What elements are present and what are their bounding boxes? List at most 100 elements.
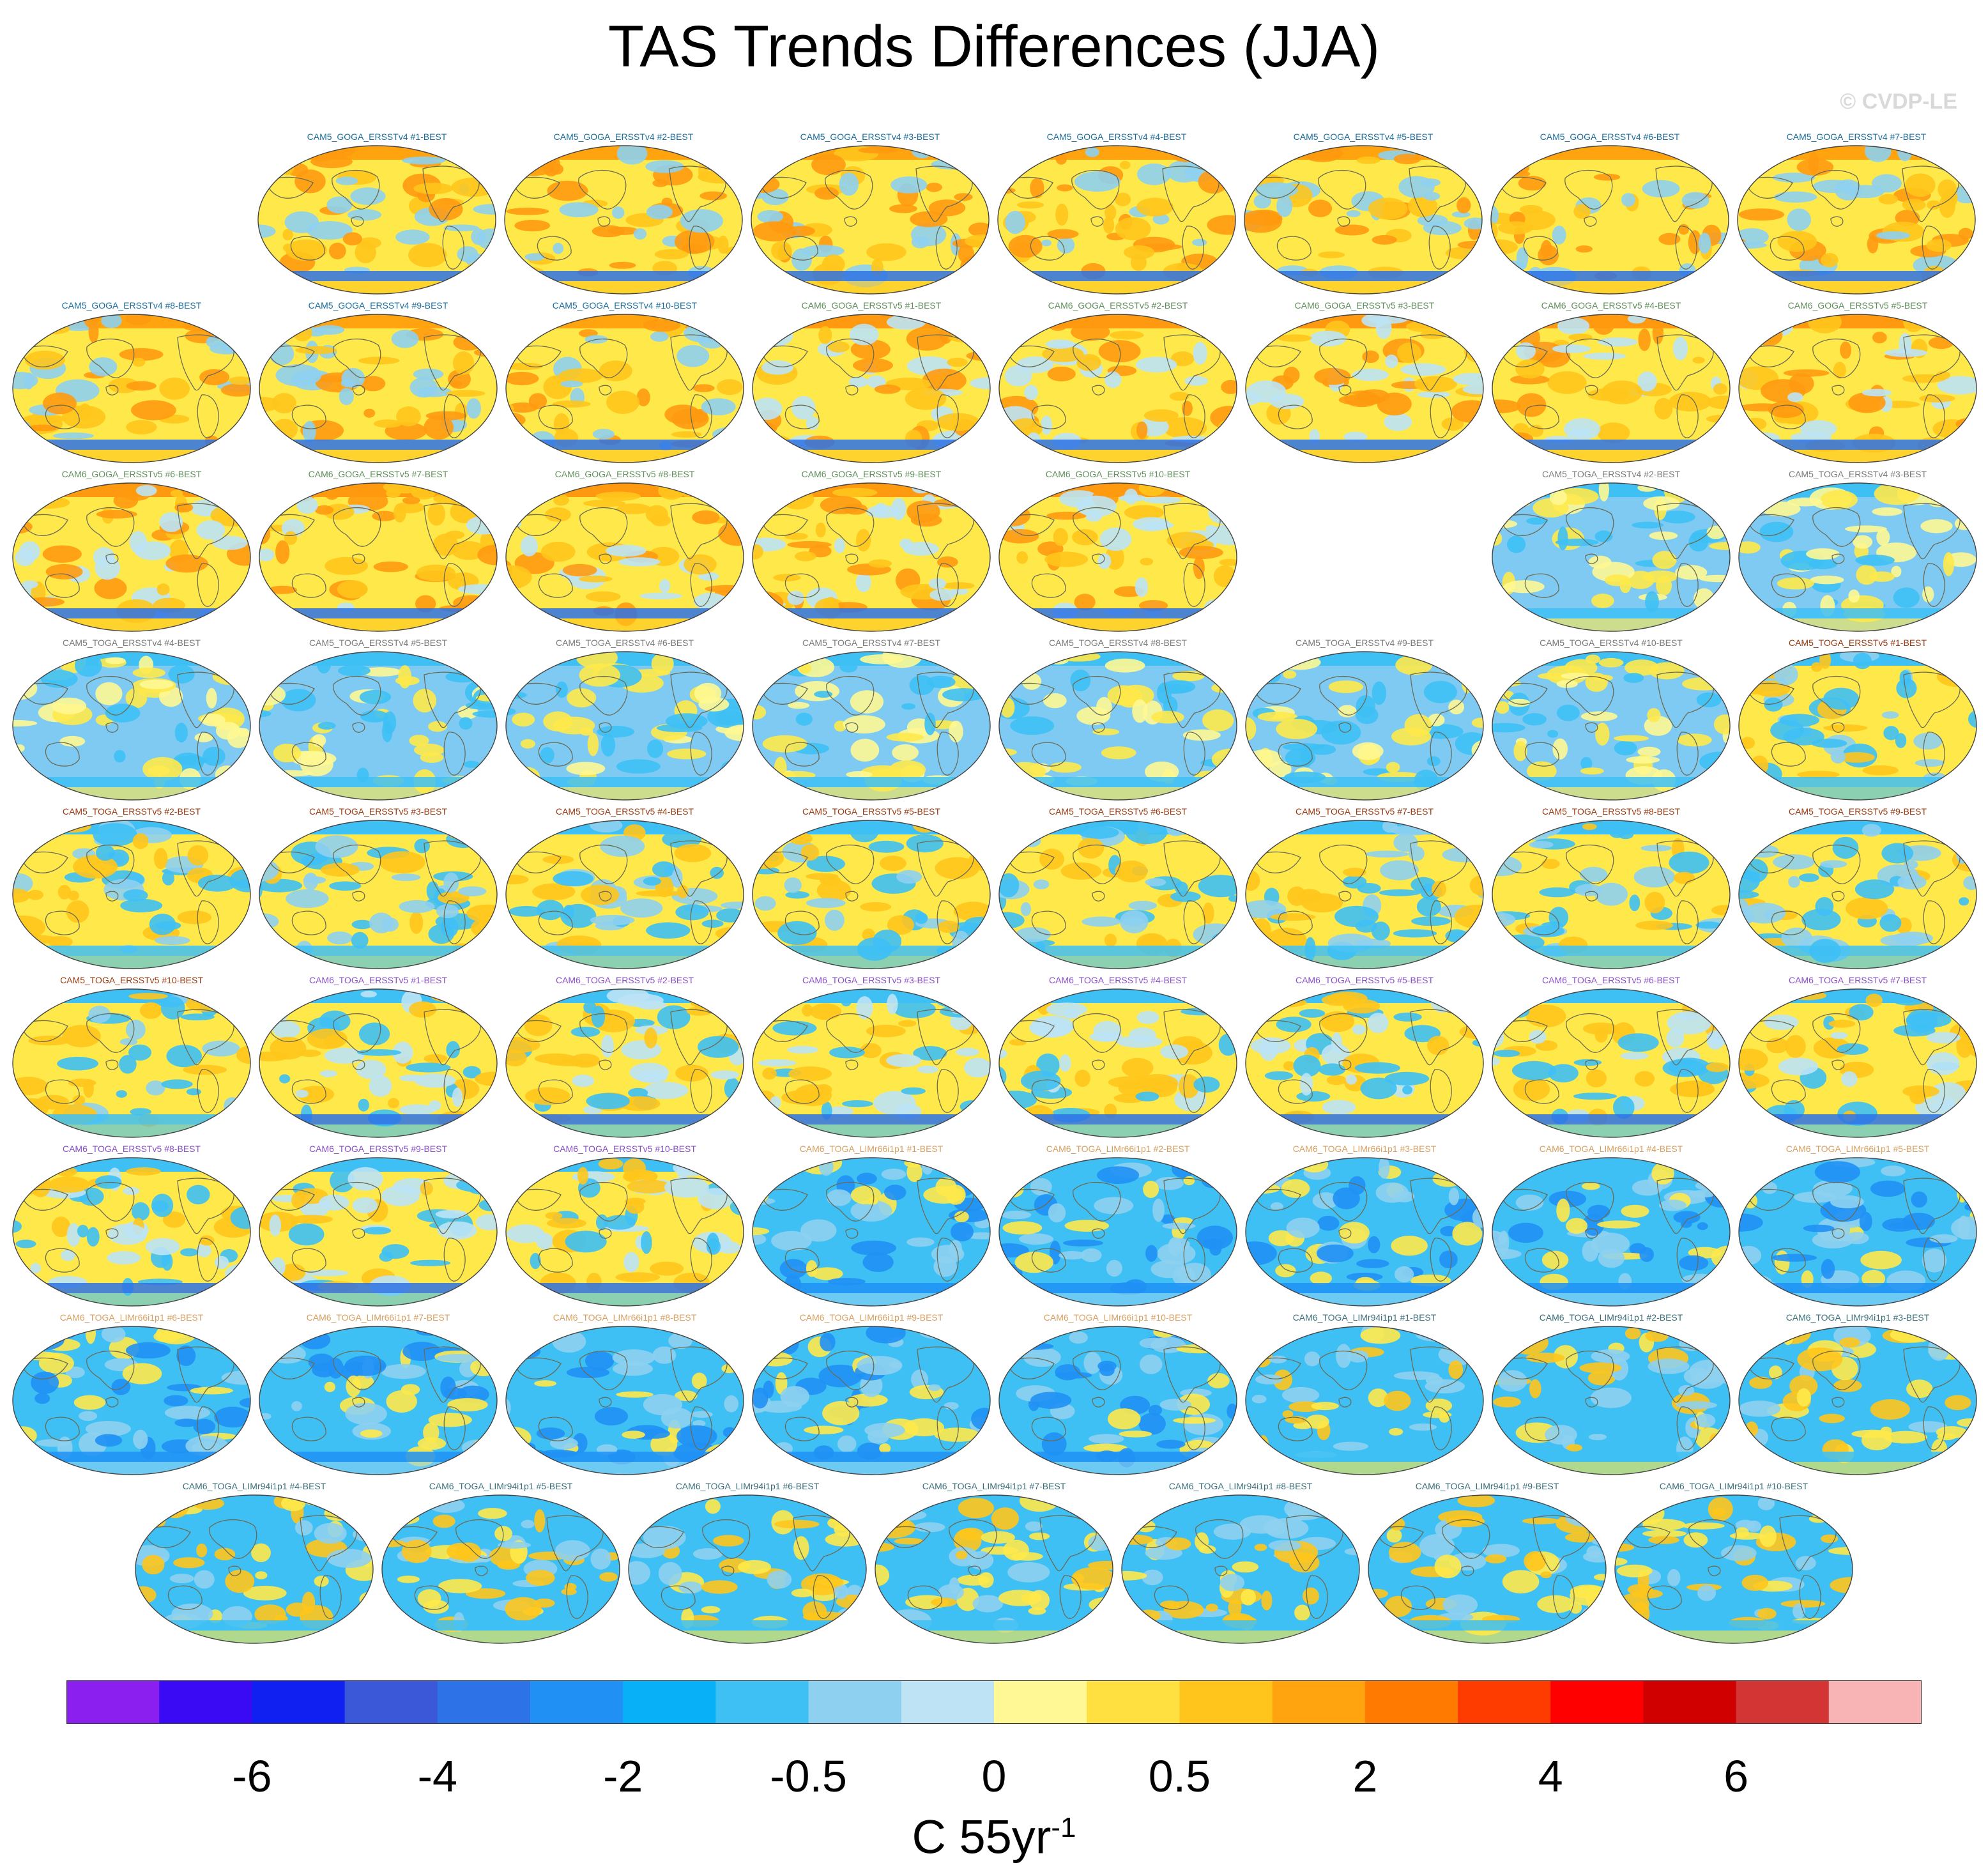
colorbar-swatch	[901, 1680, 995, 1724]
map-svg	[752, 651, 991, 801]
map-panel: CAM6_TOGA_LIMr66i1p1 #8-BEST	[503, 1311, 746, 1478]
panel-label: CAM6_TOGA_ERSSTv5 #6-BEST	[1541, 975, 1681, 985]
colorbar-swatch	[1365, 1680, 1458, 1724]
panel-label: CAM6_TOGA_ERSSTv5 #8-BEST	[62, 1144, 201, 1154]
panel-label: CAM6_GOGA_ERSSTv5 #3-BEST	[1294, 300, 1435, 311]
map-svg	[135, 1494, 374, 1644]
map-svg	[1245, 1326, 1484, 1475]
map-svg	[1368, 1494, 1607, 1644]
map-panel: CAM5_TOGA_ERSSTv5 #4-BEST	[503, 805, 746, 972]
panel-label: CAM6_TOGA_LIMr66i1p1 #6-BEST	[59, 1312, 204, 1323]
map-svg	[259, 314, 498, 463]
colorbar-tick-label: 4	[1538, 1751, 1563, 1801]
map-svg	[1614, 1494, 1853, 1644]
map-panel: CAM6_TOGA_LIMr94i1p1 #4-BEST	[133, 1480, 376, 1647]
panel-label: CAM6_GOGA_ERSSTv5 #9-BEST	[801, 469, 942, 479]
map-svg	[1492, 314, 1731, 463]
map-panel: CAM5_TOGA_ERSSTv5 #5-BEST	[750, 805, 993, 972]
map-panel: CAM5_TOGA_ERSSTv4 #10-BEST	[1490, 636, 1732, 804]
map-svg	[12, 820, 251, 969]
panel-label: CAM5_TOGA_ERSSTv5 #10-BEST	[60, 975, 203, 985]
panel-label: CAM6_TOGA_LIMr94i1p1 #3-BEST	[1785, 1312, 1930, 1323]
colorbar-swatch	[1087, 1680, 1180, 1724]
map-svg	[1492, 820, 1731, 969]
panel-label: CAM6_TOGA_LIMr94i1p1 #2-BEST	[1539, 1312, 1683, 1323]
map-panel: CAM5_GOGA_ERSSTv4 #8-BEST	[10, 299, 253, 466]
map-svg	[1492, 1326, 1731, 1475]
panel-label: CAM5_GOGA_ERSSTv4 #5-BEST	[1293, 132, 1434, 142]
map-panel: CAM5_TOGA_ERSSTv4 #5-BEST	[257, 636, 500, 804]
map-panel: CAM6_TOGA_ERSSTv5 #8-BEST	[10, 1142, 253, 1310]
colorbar-tick-label: -6	[232, 1751, 272, 1801]
colorbar-swatch	[623, 1680, 716, 1724]
panel-label: CAM5_TOGA_ERSSTv5 #3-BEST	[309, 806, 448, 817]
map-svg	[752, 1326, 991, 1475]
map-svg	[1121, 1494, 1360, 1644]
panel-label: CAM6_GOGA_ERSSTv5 #6-BEST	[61, 469, 202, 479]
panel-label: CAM6_TOGA_LIMr94i1p1 #4-BEST	[182, 1481, 326, 1491]
panel-label: CAM6_TOGA_LIMr66i1p1 #9-BEST	[799, 1312, 944, 1323]
map-panel: CAM5_TOGA_ERSSTv5 #8-BEST	[1490, 805, 1732, 972]
panel-label: CAM6_GOGA_ERSSTv5 #7-BEST	[308, 469, 448, 479]
map-svg	[1245, 651, 1484, 801]
panel-label: CAM6_TOGA_LIMr66i1p1 #2-BEST	[1046, 1144, 1190, 1154]
map-panel: CAM6_TOGA_LIMr94i1p1 #2-BEST	[1490, 1311, 1732, 1478]
map-panel: CAM6_TOGA_LIMr66i1p1 #2-BEST	[997, 1142, 1239, 1310]
map-svg	[998, 651, 1237, 801]
panel-label: CAM5_GOGA_ERSSTv4 #9-BEST	[308, 300, 448, 311]
panel-label: CAM5_GOGA_ERSSTv4 #3-BEST	[800, 132, 940, 142]
panel-label: CAM5_GOGA_ERSSTv4 #1-BEST	[307, 132, 447, 142]
map-panel: CAM5_TOGA_ERSSTv5 #6-BEST	[997, 805, 1239, 972]
panel-label: CAM5_TOGA_ERSSTv4 #6-BEST	[555, 638, 694, 648]
colorbar-tick-label: -2	[603, 1751, 643, 1801]
map-panel: CAM5_TOGA_ERSSTv5 #3-BEST	[257, 805, 500, 972]
figure-title: TAS Trends Differences (JJA)	[608, 14, 1380, 79]
map-svg	[381, 1494, 620, 1644]
panel-label: CAM5_TOGA_ERSSTv5 #4-BEST	[555, 806, 694, 817]
map-panel: CAM6_TOGA_LIMr94i1p1 #9-BEST	[1366, 1480, 1609, 1647]
panel-label: CAM5_GOGA_ERSSTv4 #4-BEST	[1046, 132, 1187, 142]
panel-label: CAM6_TOGA_LIMr66i1p1 #5-BEST	[1785, 1144, 1930, 1154]
units-exponent: -1	[1051, 1812, 1076, 1843]
panel-label: CAM6_GOGA_ERSSTv5 #1-BEST	[801, 300, 942, 311]
panel-label: CAM5_GOGA_ERSSTv4 #2-BEST	[553, 132, 694, 142]
map-svg	[1244, 145, 1483, 295]
map-panel: CAM6_TOGA_ERSSTv5 #1-BEST	[257, 974, 500, 1141]
map-svg	[1738, 1157, 1977, 1307]
colorbar-swatch	[715, 1680, 809, 1724]
map-svg	[998, 1157, 1237, 1307]
map-svg	[259, 1326, 498, 1475]
colorbar-swatch	[1272, 1680, 1366, 1724]
map-svg	[752, 820, 991, 969]
panel-label: CAM6_TOGA_LIMr66i1p1 #7-BEST	[306, 1312, 450, 1323]
colorbar-swatch	[252, 1680, 346, 1724]
map-panel: CAM6_TOGA_LIMr94i1p1 #5-BEST	[379, 1480, 622, 1647]
map-panel: CAM6_TOGA_LIMr66i1p1 #10-BEST	[997, 1311, 1239, 1478]
map-panel: CAM5_GOGA_ERSSTv4 #9-BEST	[257, 299, 500, 466]
map-svg	[259, 820, 498, 969]
map-panel: CAM5_TOGA_ERSSTv5 #10-BEST	[10, 974, 253, 1141]
map-panel: CAM6_TOGA_LIMr66i1p1 #3-BEST	[1243, 1142, 1486, 1310]
map-svg	[751, 145, 990, 295]
map-panel: CAM6_TOGA_LIMr66i1p1 #4-BEST	[1490, 1142, 1732, 1310]
map-panel: CAM5_TOGA_ERSSTv4 #6-BEST	[503, 636, 746, 804]
panel-label: CAM5_TOGA_ERSSTv5 #5-BEST	[802, 806, 941, 817]
map-panel: CAM5_TOGA_ERSSTv5 #1-BEST	[1736, 636, 1979, 804]
colorbar-tick-label: 6	[1724, 1751, 1749, 1801]
map-panel: CAM5_GOGA_ERSSTv4 #3-BEST	[749, 130, 991, 298]
map-svg	[998, 1326, 1237, 1475]
map-svg	[12, 1157, 251, 1307]
panel-label: CAM5_TOGA_ERSSTv5 #2-BEST	[62, 806, 201, 817]
map-svg	[505, 314, 744, 463]
map-svg	[752, 314, 991, 463]
panel-label: CAM6_TOGA_LIMr94i1p1 #5-BEST	[429, 1481, 573, 1491]
panel-label: CAM5_TOGA_ERSSTv4 #7-BEST	[802, 638, 941, 648]
panel-label: CAM6_TOGA_LIMr94i1p1 #9-BEST	[1415, 1481, 1559, 1491]
map-svg	[1738, 482, 1977, 632]
panel-label: CAM6_GOGA_ERSSTv5 #10-BEST	[1045, 469, 1191, 479]
map-panel: CAM5_TOGA_ERSSTv4 #9-BEST	[1243, 636, 1486, 804]
map-svg	[998, 314, 1237, 463]
panel-label: CAM5_TOGA_ERSSTv4 #4-BEST	[62, 638, 201, 648]
panel-label: CAM5_TOGA_ERSSTv4 #8-BEST	[1048, 638, 1188, 648]
map-panel: CAM5_GOGA_ERSSTv4 #1-BEST	[256, 130, 498, 298]
